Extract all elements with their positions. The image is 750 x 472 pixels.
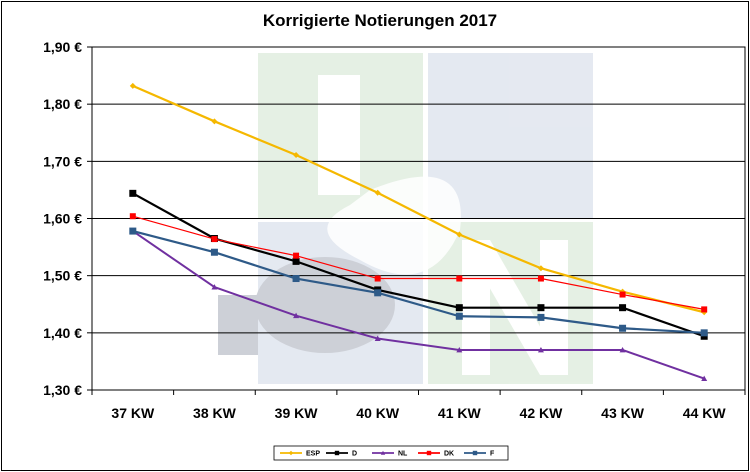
legend-label-esp: ESP bbox=[306, 451, 320, 458]
legend-marker-dk bbox=[426, 450, 432, 456]
data-point-f bbox=[619, 324, 627, 332]
data-point-d bbox=[292, 257, 300, 265]
x-axis: 37 KW 38 KW 39 KW 40 KW 41 KW 42 KW 43 KW 44 KW bbox=[91, 390, 746, 421]
series-f bbox=[129, 227, 708, 337]
data-point-esp bbox=[129, 82, 136, 89]
x-tick-label: 38 KW bbox=[193, 405, 237, 421]
data-point-f bbox=[292, 275, 300, 283]
x-tick-label: 42 KW bbox=[520, 405, 564, 421]
legend: ESP D NL DK F bbox=[280, 451, 495, 458]
y-tick-label: 1,80 € bbox=[43, 96, 82, 112]
x-tick-label: 37 KW bbox=[111, 405, 155, 421]
data-point-f bbox=[455, 312, 463, 320]
data-point-f bbox=[374, 289, 382, 297]
data-point-d bbox=[537, 304, 545, 312]
data-point-f bbox=[210, 248, 218, 256]
data-point-nl bbox=[211, 284, 218, 290]
y-tick-label: 1,60 € bbox=[43, 211, 82, 227]
series-line-f bbox=[132, 230, 705, 334]
data-point-esp bbox=[374, 189, 381, 196]
series-line-esp bbox=[132, 84, 705, 314]
y-tick-label: 1,90 € bbox=[43, 39, 82, 55]
x-tick-label: 44 KW bbox=[683, 405, 727, 421]
data-point-dk bbox=[537, 275, 544, 282]
legend-marker-d bbox=[334, 450, 340, 456]
isn-watermark-logo bbox=[218, 53, 593, 384]
data-point-dk bbox=[211, 236, 218, 243]
legend-label-d: D bbox=[352, 451, 357, 458]
series-line-dk bbox=[132, 215, 705, 310]
data-point-dk bbox=[293, 252, 300, 259]
data-point-esp bbox=[537, 265, 544, 272]
data-point-nl bbox=[293, 312, 300, 319]
legend-label-f: F bbox=[490, 451, 495, 458]
x-tick-label: 41 KW bbox=[438, 405, 482, 421]
data-point-d bbox=[129, 189, 137, 197]
data-point-d bbox=[455, 304, 463, 312]
data-point-d bbox=[619, 304, 627, 312]
data-point-nl bbox=[619, 346, 626, 353]
data-point-dk bbox=[619, 291, 626, 298]
y-tick-label: 1,30 € bbox=[43, 382, 82, 398]
data-point-dk bbox=[129, 213, 136, 220]
legend-label-nl: NL bbox=[398, 451, 408, 458]
x-tick-label: 40 KW bbox=[356, 405, 400, 421]
data-point-nl bbox=[537, 346, 544, 353]
data-point-f bbox=[129, 227, 137, 235]
data-point-dk bbox=[701, 306, 708, 313]
chart-title: Korrigierte Notierungen 2017 bbox=[263, 11, 497, 30]
series-line-nl bbox=[132, 230, 705, 380]
series-dk bbox=[129, 213, 708, 313]
y-tick-label: 1,50 € bbox=[43, 268, 82, 284]
legend-marker-f bbox=[472, 450, 478, 456]
legend-marker-esp bbox=[288, 450, 294, 456]
data-point-f bbox=[537, 313, 545, 321]
data-point-f bbox=[700, 329, 708, 337]
series-group bbox=[129, 82, 708, 381]
data-point-nl bbox=[701, 375, 708, 381]
data-point-dk bbox=[374, 275, 381, 282]
legend-marker-nl bbox=[380, 450, 386, 455]
gridlines bbox=[92, 46, 745, 391]
data-point-esp bbox=[293, 152, 300, 159]
y-axis: 1,90 € 1,80 € 1,70 € 1,60 € 1,50 € 1,40 € 1,30… bbox=[43, 39, 92, 398]
y-tick-label: 1,70 € bbox=[43, 153, 82, 169]
x-tick-label: 43 KW bbox=[601, 405, 645, 421]
y-tick-label: 1,40 € bbox=[43, 325, 82, 341]
data-point-esp bbox=[211, 118, 218, 125]
data-point-nl bbox=[374, 335, 381, 341]
data-point-esp bbox=[456, 231, 463, 238]
legend-label-dk: DK bbox=[444, 451, 454, 458]
data-point-dk bbox=[456, 275, 463, 282]
data-point-nl bbox=[456, 346, 463, 353]
x-tick-label: 39 KW bbox=[275, 405, 319, 421]
